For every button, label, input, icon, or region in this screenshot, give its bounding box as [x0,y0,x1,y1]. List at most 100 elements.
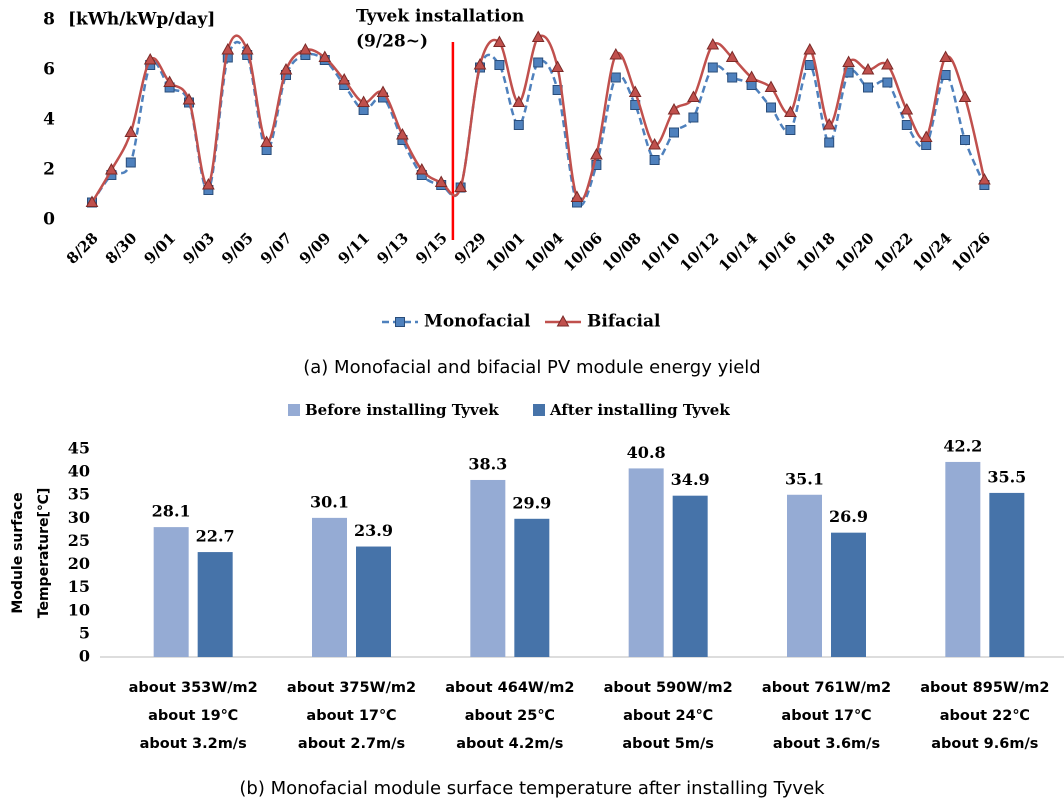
x-tick-label: about 24℃ [623,708,713,724]
data-point [727,72,738,83]
x-tick-label: 9/13 [373,229,412,268]
x-tick-label: about 17℃ [306,708,396,724]
bar [470,479,506,657]
x-tick-label: 10/14 [715,229,761,275]
data-label: 30.1 [310,492,349,511]
data-point [649,155,660,165]
x-tick-label: 9/07 [257,229,296,268]
y-tick-label: 0 [79,647,90,666]
x-tick-label: 10/24 [909,229,955,275]
x-tick-label: about 4.2m/s [456,736,563,752]
data-point [764,80,778,92]
x-tick-label: 10/12 [676,229,722,275]
y-tick-label: 5 [79,623,90,642]
data-label: 28.1 [152,502,191,521]
x-tick-label: about 22℃ [940,708,1030,724]
data-point [707,62,718,73]
x-tick-label: 10/10 [638,229,684,275]
x-tick-label: about 375W/m2 [287,680,416,696]
data-point [221,42,235,55]
data-point [669,127,679,138]
x-tick-label: about 895W/m2 [920,680,1049,696]
data-point [202,177,215,190]
legend-label: Monofacial [424,312,531,332]
data-point [784,105,797,117]
bar [787,494,822,657]
data-point [725,50,739,62]
data-point [881,57,894,70]
data-point [163,75,176,87]
data-point [745,70,758,82]
x-tick-label: 10/01 [482,229,528,275]
legend-marker [556,314,570,327]
x-tick-label: about 17℃ [781,708,871,724]
y-tick-label: 6 [43,60,55,80]
data-point [978,172,991,185]
data-label: 40.8 [627,443,666,462]
data-point [610,72,621,83]
x-tick-label: 10/18 [793,229,839,275]
legend-marker [395,317,405,327]
data-label: 35.1 [785,469,824,488]
x-tick-label: 10/06 [560,229,606,275]
data-point [842,55,855,67]
data-point [357,95,370,107]
data-point [590,147,603,160]
data-point [494,60,505,70]
x-tick-label: 9/09 [296,229,335,268]
bar [356,546,391,657]
data-point [279,62,293,75]
bar [153,527,189,657]
y-tick-label: 40 [68,462,90,481]
annotation-text: (9/28~) [356,32,428,52]
bar [672,495,708,657]
data-point [376,85,390,97]
caption: (b) Monofacial module surface temperatur… [239,778,825,799]
y-tick-label: 0 [43,210,55,230]
data-label: 26.9 [829,507,868,526]
data-label: 34.9 [671,470,710,489]
legend-swatch [533,404,545,416]
data-point [648,137,661,150]
data-point [901,120,912,130]
data-point [919,130,933,142]
data-point [667,102,681,115]
data-point [882,77,893,88]
data-point [513,120,524,130]
legend-swatch [288,404,300,416]
data-point [124,125,138,137]
data-point [260,135,273,147]
x-tick-label: 9/01 [141,229,180,268]
data-label: 23.9 [354,521,393,540]
bar [312,517,347,657]
x-tick-label: 10/26 [948,229,994,275]
y-tick-label: 4 [43,110,55,130]
x-tick-label: 8/28 [63,229,102,268]
bar [514,518,550,657]
x-tick-label: about 3.2m/s [140,736,247,752]
x-tick-label: 10/08 [599,229,645,275]
data-point [824,137,835,148]
x-tick-label: 9/15 [412,229,451,268]
legend-label: After installing Tyvek [549,401,730,419]
data-point [766,102,776,113]
y-tick-label: 2 [43,160,55,180]
data-point [337,72,351,85]
data-point [512,95,526,107]
data-point [570,190,584,202]
x-tick-label: about 5m/s [622,736,714,752]
data-point [531,30,545,42]
data-point [958,90,972,102]
data-point [105,162,118,175]
data-point [454,180,467,192]
data-point [493,35,506,47]
caption: (a) Monofacial and bifacial PV module en… [303,357,760,378]
data-point [299,42,312,55]
data-label: 35.5 [987,467,1026,486]
legend-label: Bifacial [587,312,661,332]
y-tick-label: 30 [68,508,90,527]
data-point [591,160,602,170]
data-point [785,125,796,135]
x-tick-label: about 761W/m2 [762,680,891,696]
